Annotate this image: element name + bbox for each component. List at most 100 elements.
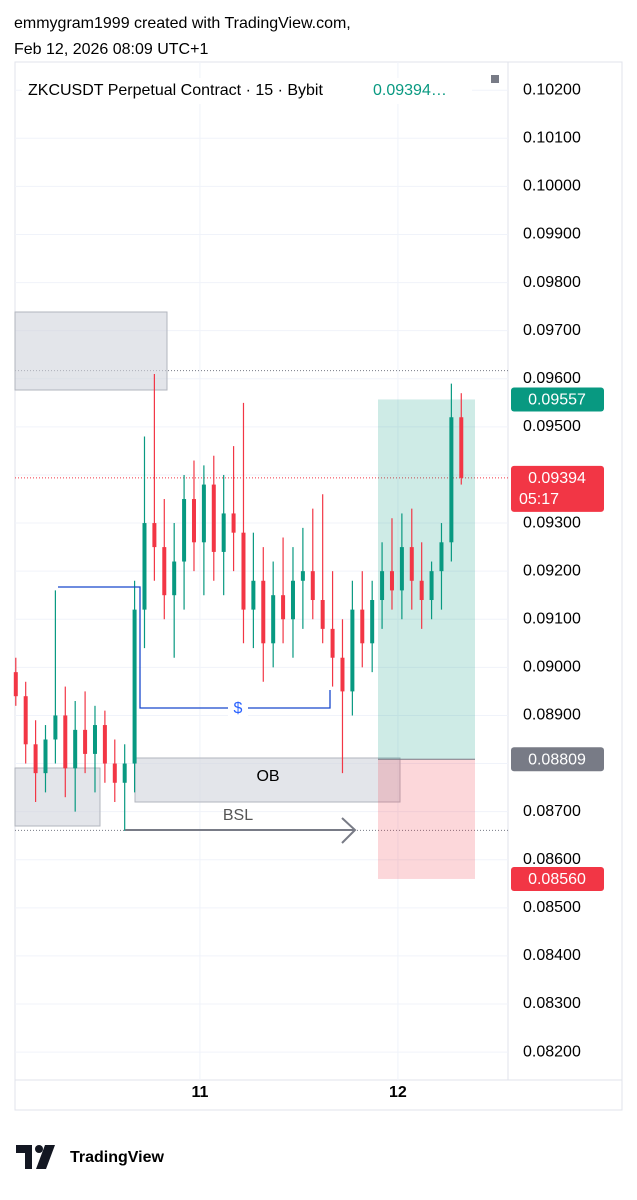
ob-label: OB [256, 768, 279, 785]
range-line [58, 586, 331, 709]
y-tick-label: 0.09700 [523, 322, 581, 339]
candle-body [102, 725, 107, 764]
candle-body [231, 513, 236, 533]
candle-body [112, 763, 117, 783]
candle-body [63, 715, 68, 769]
candle-body [271, 595, 276, 644]
loss-zone [378, 759, 475, 879]
candle-body [399, 547, 404, 591]
candle-body [122, 763, 127, 783]
candle-body [83, 729, 88, 754]
candle-body [281, 595, 286, 620]
candle-body [162, 547, 167, 596]
price-badge-label: 0.08560 [528, 871, 586, 888]
candle-body [172, 561, 177, 596]
y-tick-label: 0.09500 [523, 418, 581, 435]
price-badge-label: 0.09557 [528, 392, 586, 409]
y-tick-label: 0.09800 [523, 274, 581, 291]
price-badge [511, 866, 604, 891]
legend-value: 0.09394… [373, 82, 447, 99]
y-tick-label: 0.08400 [523, 947, 581, 964]
candle-body [92, 725, 97, 754]
y-tick-label: 0.09900 [523, 226, 581, 243]
candle-body [370, 600, 375, 644]
candle-body [300, 571, 305, 581]
price-badge [511, 387, 604, 412]
candle-body [142, 523, 147, 610]
candle-body [33, 744, 38, 774]
timestamp: Feb 12, 2026 08:09 UTC+1 [14, 41, 208, 58]
y-tick-label: 0.10100 [523, 130, 581, 147]
candle-body [389, 571, 394, 591]
candle-body [241, 532, 246, 610]
y-tick-label: 0.09100 [523, 610, 581, 627]
candle-body [13, 672, 18, 697]
bsl-label: BSL [223, 807, 253, 824]
countdown: 05:17 [519, 491, 559, 508]
candle-body [340, 657, 345, 692]
y-tick-label: 0.10000 [523, 178, 581, 195]
candle-body [152, 523, 157, 548]
candle-body [73, 729, 78, 769]
bsl-arrowhead [341, 817, 357, 844]
profit-zone [378, 399, 475, 760]
candle-body [350, 609, 355, 692]
legend-title: ZKCUSDT Perpetual Contract · 15 · Bybit [28, 82, 323, 99]
logo-mark [35, 1145, 43, 1153]
zone [14, 767, 101, 827]
candle-body [201, 484, 206, 543]
price-badge-label: 0.08809 [528, 751, 586, 768]
candle-body [439, 542, 444, 572]
price-badge [511, 747, 604, 772]
legend-bg [22, 78, 472, 104]
y-tick-label: 0.08300 [523, 995, 581, 1012]
logo-mark [16, 1145, 32, 1169]
y-tick-label: 0.09000 [523, 659, 581, 676]
dollar-label: $ [234, 700, 243, 717]
candle-body [53, 715, 58, 740]
x-tick-label: 11 [191, 1084, 208, 1101]
candle-body [290, 580, 295, 620]
candle-body [419, 580, 424, 601]
candle-body [132, 609, 137, 764]
candle-body [221, 513, 226, 552]
candle-body [211, 484, 216, 552]
candle-body [380, 571, 385, 601]
y-tick-label: 0.08900 [523, 707, 581, 724]
candle-body [449, 417, 454, 543]
candle-body [261, 580, 266, 644]
candle-body [409, 547, 414, 581]
logo-mark [36, 1145, 55, 1169]
candle-body [43, 739, 48, 774]
author: emmygram1999 created with TradingView.co… [14, 15, 351, 32]
candle-body [330, 628, 335, 658]
icon [491, 75, 499, 83]
candle-body [429, 571, 434, 601]
y-tick-label: 0.10200 [523, 81, 581, 98]
y-tick-label: 0.08700 [523, 803, 581, 820]
y-tick-label: 0.09200 [523, 562, 581, 579]
candle-body [459, 417, 464, 478]
candle-body [251, 580, 256, 610]
candle-body [320, 600, 325, 629]
brand: TradingView [70, 1149, 165, 1166]
y-tick-label: 0.08600 [523, 851, 581, 868]
last-price-label: 0.09394 [528, 470, 586, 487]
y-tick-label: 0.08500 [523, 899, 581, 916]
frame [14, 61, 623, 1111]
zone [14, 311, 168, 391]
last-price-badge [511, 465, 604, 512]
y-tick-label: 0.09300 [523, 514, 581, 531]
candle-body [360, 609, 365, 644]
candle-body [191, 499, 196, 543]
logo: TradingView [16, 1145, 165, 1169]
label-bg [228, 698, 248, 718]
candle-body [182, 499, 187, 562]
y-tick-label: 0.08200 [523, 1043, 581, 1060]
x-tick-label: 12 [389, 1084, 407, 1101]
y-tick-label: 0.09600 [523, 370, 581, 387]
candle-body [23, 696, 28, 745]
candle-body [310, 571, 315, 601]
